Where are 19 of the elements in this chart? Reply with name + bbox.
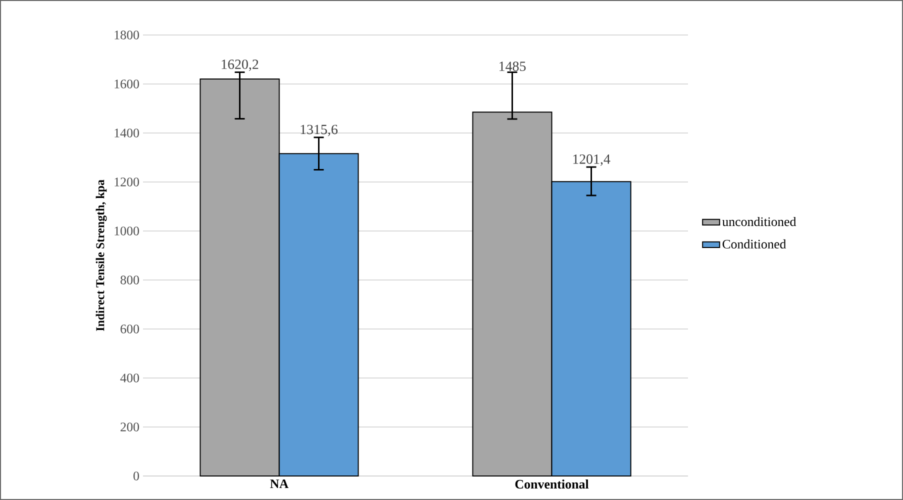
y-tick-label: 1400 <box>114 128 139 138</box>
y-tick-label: 0 <box>134 472 139 480</box>
data-label: 1315,6 <box>300 124 338 136</box>
y-tick-label: 1600 <box>114 80 139 88</box>
y-tick-label: 600 <box>120 324 139 334</box>
y-axis-title: Indirect Tensile Strength, kpa <box>96 180 107 332</box>
y-tick-label: 400 <box>120 374 139 382</box>
legend-label: Conditioned <box>722 239 786 249</box>
data-label: 1620,2 <box>222 60 258 72</box>
y-tick-label: 800 <box>120 276 139 284</box>
y-tick-label: 1200 <box>114 178 139 186</box>
y-tick-label: 200 <box>120 422 139 432</box>
y-tick-label: 1800 <box>114 30 139 40</box>
x-tick-label: Conventional <box>515 480 589 489</box>
data-label: 1201,4 <box>573 154 610 166</box>
x-tick-label: NA <box>270 480 289 488</box>
legend-label: unconditioned <box>722 216 796 226</box>
data-label: 1485 <box>500 62 526 72</box>
y-tick-label: 1000 <box>114 226 139 236</box>
